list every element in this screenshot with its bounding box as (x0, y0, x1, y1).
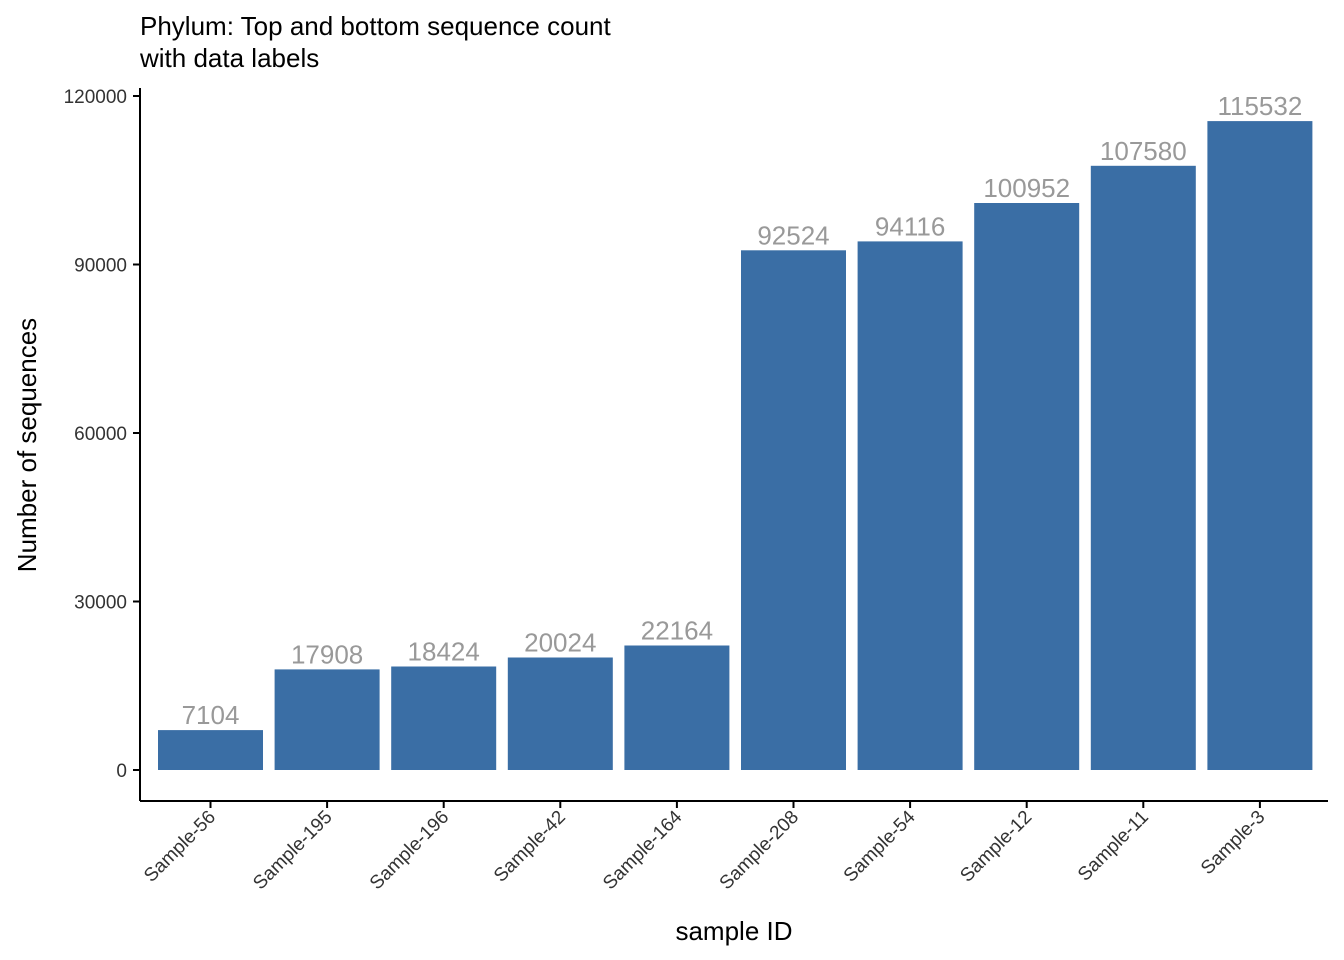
bar-sample-164 (624, 645, 730, 770)
chart-title-line-2: with data labels (139, 43, 319, 73)
y-tick-label: 0 (116, 761, 127, 782)
x-tick-label: Sample-42 (490, 807, 570, 887)
chart-title: Phylum: Top and bottom sequence count wi… (139, 11, 611, 73)
data-label-sample-164: 22164 (641, 616, 713, 646)
x-tick-label: Sample-208 (716, 807, 803, 894)
x-tick-label: Sample-56 (140, 807, 220, 887)
bar-sample-56 (158, 730, 263, 770)
data-label-sample-11: 107580 (1100, 136, 1187, 166)
x-axis-title: sample ID (675, 916, 792, 946)
chart-title-line-1: Phylum: Top and bottom sequence count (140, 11, 611, 41)
bars-layer (158, 121, 1313, 771)
data-label-sample-12: 100952 (983, 173, 1070, 203)
axes-layer (139, 88, 1328, 802)
bar-sample-3 (1207, 121, 1313, 771)
data-label-sample-3: 115532 (1217, 91, 1302, 121)
x-tick-label: Sample-11 (1074, 807, 1153, 886)
x-tick-label: Sample-12 (956, 807, 1036, 887)
y-tick-label: 30000 (74, 593, 127, 614)
data-labels-layer: 7104 17908 18424 20024 22164 92524 94116 100952… (182, 91, 1303, 730)
data-label-sample-42: 20024 (524, 628, 596, 658)
data-label-sample-208: 92524 (757, 220, 829, 250)
bar-sample-54 (857, 241, 963, 770)
data-label-sample-54: 94116 (875, 211, 945, 241)
bar-sample-196 (391, 666, 497, 770)
data-label-sample-195: 17908 (291, 639, 363, 669)
x-tick-label: Sample-164 (599, 806, 687, 894)
x-tick-label: Sample-196 (366, 807, 453, 894)
bar-sample-208 (741, 250, 846, 771)
bar-sample-11 (1090, 165, 1196, 771)
bar-sample-42 (507, 657, 613, 770)
y-tick-label: 90000 (74, 256, 127, 277)
data-label-sample-56: 7104 (182, 700, 240, 730)
y-tick-label: 120000 (64, 87, 127, 108)
x-ticks-layer: Sample-56 Sample-195 Sample-196 Sample-42 Sa… (140, 801, 1269, 894)
y-tick-label: 60000 (74, 424, 127, 445)
y-axis-title: Number of sequences (12, 318, 42, 572)
bar-sample-195 (274, 669, 380, 770)
y-ticks-layer: 0 30000 60000 90000 120000 (64, 87, 140, 782)
data-label-sample-196: 18424 (408, 637, 480, 667)
x-tick-label: Sample-3 (1197, 807, 1269, 879)
bar-sample-12 (974, 203, 1080, 770)
x-tick-label: Sample-54 (840, 806, 920, 886)
x-tick-label: Sample-195 (249, 807, 336, 894)
